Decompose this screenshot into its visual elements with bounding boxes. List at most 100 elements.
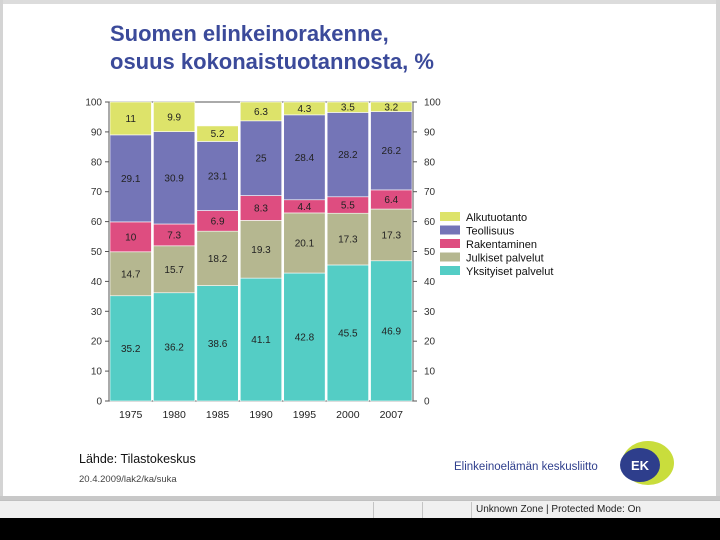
y-tick-label-left: 0: [96, 397, 102, 408]
ek-logo-text: Elinkeinoelämän keskusliitto: [454, 461, 598, 473]
legend-swatch: [440, 266, 460, 275]
bar-segment: [370, 101, 413, 112]
bar-segment: [370, 260, 413, 402]
stacked-bar-chart: 0 0 10 10 20 20 30 30 40 40 50 50 60 60 70 70 80 80 90 90 10…: [85, 98, 553, 422]
x-tick-label: 1985: [206, 409, 230, 421]
bar-segment: [196, 230, 239, 286]
y-tick-label-right: 90: [424, 127, 436, 138]
bar-segment: [326, 212, 369, 266]
y-tick-label-right: 50: [424, 247, 436, 258]
source-note: Lähde: Tilastokeskus: [79, 452, 196, 466]
data-label: 10: [125, 232, 137, 243]
data-label: 7.3: [167, 230, 181, 241]
data-label: 9.9: [167, 112, 181, 123]
bar-segment: [283, 114, 326, 201]
bar-segment: [196, 285, 239, 402]
bar-segment: [370, 111, 413, 191]
bar-segment: [109, 295, 152, 402]
data-label: 45.5: [338, 328, 358, 339]
bar-segment: [283, 101, 326, 116]
slide-title: Suomen elinkeinorakenne, osuus kokonaist…: [110, 20, 434, 76]
y-tick-label-right: 0: [424, 397, 430, 408]
data-label: 6.4: [384, 195, 398, 206]
data-label: 26.2: [382, 146, 402, 157]
data-label: 35.2: [121, 344, 141, 355]
legend-label: Alkutuotanto: [466, 212, 527, 224]
data-label: 17.3: [382, 230, 402, 241]
x-tick-label: 1980: [162, 409, 186, 421]
screen-bottom-bar: [0, 518, 720, 540]
bar-segment: [153, 131, 196, 225]
bar-segment: [239, 195, 283, 221]
bar-segment: [326, 264, 369, 402]
bar-segment: [153, 101, 196, 132]
ek-logo-mark: EK: [620, 441, 674, 485]
window-right-edge: [716, 0, 720, 500]
window-top-edge: [0, 0, 720, 4]
y-tick-label-right: 100: [424, 98, 441, 109]
data-label: 29.1: [121, 174, 141, 185]
data-label: 41.1: [251, 335, 271, 346]
data-label: 6.9: [211, 216, 225, 227]
bar-segment: [153, 292, 196, 402]
y-tick-label-left: 60: [91, 217, 103, 228]
y-tick-label-right: 10: [424, 367, 436, 378]
status-cell: [373, 502, 374, 518]
legend-swatch: [440, 252, 460, 262]
ek-logo-letters: EK: [631, 458, 650, 473]
data-label: 14.7: [121, 269, 141, 280]
window-left-edge: [0, 0, 3, 500]
bar-segment: [239, 101, 283, 122]
data-label: 5.5: [341, 201, 355, 212]
date-code: 20.4.2009/lak2/ka/suka: [79, 474, 177, 485]
data-label: 30.9: [164, 173, 184, 184]
data-label: 19.3: [251, 245, 271, 256]
legend-label: Julkiset palvelut: [466, 253, 544, 265]
data-label: 28.4: [295, 153, 315, 164]
data-label: 17.3: [338, 235, 358, 246]
bar-segment: [326, 101, 369, 113]
x-tick-label: 2000: [336, 409, 360, 421]
data-label: 11: [126, 114, 137, 125]
bar-segment: [283, 212, 326, 274]
y-tick-label-left: 30: [91, 307, 103, 318]
y-tick-label-left: 90: [91, 127, 103, 138]
data-label: 18.2: [208, 254, 228, 265]
bar-segment: [196, 125, 239, 142]
y-tick-label-left: 80: [91, 157, 103, 168]
bar-segment: [239, 120, 283, 196]
data-label: 15.7: [164, 265, 184, 276]
data-label: 28.2: [338, 150, 358, 161]
x-tick-label: 1975: [119, 409, 143, 421]
status-cell: [422, 502, 423, 518]
legend-label: Yksityiset palvelut: [466, 266, 553, 278]
legend-label: Rakentaminen: [466, 239, 537, 251]
browser-status-bar: Unknown Zone | Protected Mode: On: [0, 500, 720, 519]
bar-segment: [196, 141, 239, 211]
bar-segment: [239, 220, 283, 279]
data-label: 25: [255, 154, 267, 165]
legend-swatch: [440, 225, 460, 235]
bar-segment: [109, 101, 152, 136]
y-tick-label-left: 10: [91, 367, 103, 378]
y-tick-label-left: 100: [85, 98, 102, 109]
legend-swatch: [440, 212, 460, 221]
data-label: 5.2: [211, 129, 225, 140]
y-tick-label-left: 20: [91, 337, 103, 348]
bar-segment: [109, 251, 152, 297]
y-tick-label-left: 50: [91, 247, 103, 258]
legend-label: Teollisuus: [466, 226, 515, 238]
x-tick-label: 1990: [249, 409, 273, 421]
ek-logo: EK Elinkeinoelämän keskusliitto: [452, 436, 680, 492]
data-label: 3.2: [384, 102, 398, 113]
security-zone-status[interactable]: Unknown Zone | Protected Mode: On: [476, 504, 641, 515]
bar-segment: [109, 221, 152, 253]
data-label: 23.1: [208, 172, 228, 183]
y-tick-label-right: 80: [424, 157, 436, 168]
title-line-2: osuus kokonaistuotannosta, %: [110, 49, 434, 74]
data-label: 8.3: [254, 203, 268, 214]
bar-segment: [283, 272, 326, 402]
data-label: 46.9: [382, 326, 402, 337]
data-label: 20.1: [295, 238, 315, 249]
data-label: 3.5: [341, 103, 355, 114]
